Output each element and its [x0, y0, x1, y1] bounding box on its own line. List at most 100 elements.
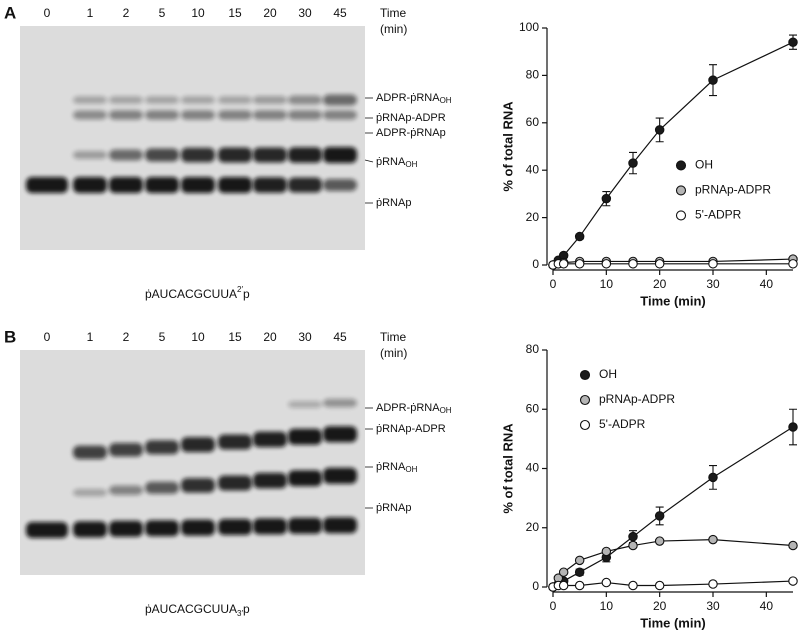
legend-marker — [579, 419, 591, 431]
gel-band — [323, 426, 357, 443]
gel-band — [288, 147, 322, 163]
series-line — [552, 263, 793, 266]
gel-band — [253, 96, 287, 104]
gel-band — [26, 522, 68, 538]
lane-label: 45 — [333, 6, 347, 20]
lane-label: 15 — [228, 6, 242, 20]
gel-band — [26, 177, 68, 193]
substrate-label: ṗAUCACGCUUA3′p — [145, 602, 250, 618]
substrate-sup: 2′ — [237, 285, 243, 294]
data-point — [574, 580, 585, 591]
data-point — [601, 259, 612, 269]
band-label-text: ADPR-ṗRNAp — [376, 127, 446, 139]
gel-band — [109, 520, 143, 537]
x-tick-label: 0 — [550, 277, 557, 291]
band-label-sub: OH — [440, 406, 452, 415]
gel-band — [181, 177, 215, 193]
data-point — [788, 259, 798, 269]
x-tick-label: 30 — [706, 599, 720, 613]
lane-label: 45 — [333, 330, 347, 344]
band-label-text: ṗRNAp — [376, 502, 411, 514]
gel-band — [73, 488, 107, 497]
band-label-text: ṗRNAp — [376, 197, 411, 209]
x-tick-label: 20 — [653, 277, 667, 291]
gel-band — [288, 110, 322, 120]
time-label: Time — [380, 6, 407, 20]
x-tick-label: 40 — [760, 599, 774, 613]
gel-band — [109, 110, 143, 120]
gel-band — [323, 398, 357, 408]
data-point — [788, 576, 798, 586]
gel-band — [109, 177, 143, 193]
band-label: ADPR-ṗRNAOH — [376, 402, 452, 415]
gel-band — [323, 94, 357, 106]
data-point — [708, 579, 718, 589]
gel-band — [181, 478, 215, 493]
series-line — [552, 41, 794, 266]
gel-band — [73, 96, 107, 104]
data-point — [558, 567, 569, 577]
band-label: ṗRNAOH — [376, 461, 418, 474]
data-point — [574, 259, 585, 269]
legend-label: OH — [695, 158, 713, 172]
gel-band — [145, 177, 179, 193]
lane-label: 30 — [298, 330, 312, 344]
gel-band — [253, 431, 287, 448]
data-point — [601, 546, 612, 557]
gel-image — [20, 26, 365, 250]
gel-band — [218, 147, 252, 163]
band-pointer — [364, 159, 374, 163]
gel-band — [253, 147, 287, 163]
x-tick-label: 30 — [706, 277, 720, 291]
x-tick-label: 20 — [653, 599, 667, 613]
gel-band — [109, 96, 143, 104]
gel-band — [73, 110, 107, 120]
gel-band — [73, 521, 107, 538]
band-label: ṗRNAp — [376, 197, 411, 209]
legend-marker — [675, 210, 687, 221]
legend-marker — [675, 160, 687, 171]
gel-band — [181, 110, 215, 120]
x-tick-label: 10 — [600, 277, 614, 291]
band-label-sub: OH — [405, 465, 417, 474]
y-tick-label: 20 — [526, 210, 540, 224]
substrate-text: ṗAUCACGCUUA — [145, 287, 237, 301]
band-label-text: ṗRNA — [376, 156, 406, 168]
band-label-sub: OH — [405, 160, 417, 169]
gel-band — [181, 96, 215, 104]
series-line — [552, 580, 794, 588]
band-label-text: ṗRNAp-ADPR — [376, 112, 446, 124]
gel-band — [288, 517, 322, 534]
band-label: ADPR-ṗRNAp — [376, 127, 446, 139]
data-point — [708, 472, 718, 483]
lane-label: 20 — [263, 6, 277, 20]
x-tick-label: 10 — [600, 599, 614, 613]
gel-band — [181, 437, 215, 453]
gel-band — [218, 96, 252, 104]
lane-label: 10 — [191, 330, 205, 344]
lane-label: 2 — [123, 330, 130, 344]
y-tick-label: 60 — [526, 401, 540, 415]
gel-band — [323, 179, 357, 191]
band-label-text: ADPR-ṗRNA — [376, 92, 440, 104]
y-tick-label: 80 — [526, 342, 540, 356]
data-point — [574, 231, 585, 242]
gel-band — [145, 96, 179, 104]
data-point — [628, 540, 638, 551]
gel-band — [218, 177, 252, 193]
y-axis-label: % of total RNA — [500, 423, 515, 514]
gel-band — [218, 475, 252, 491]
y-tick-label: 0 — [532, 257, 539, 271]
band-label-text: ṗRNA — [376, 461, 406, 473]
gel-band — [218, 110, 252, 120]
lane-label: 20 — [263, 330, 277, 344]
y-tick-label: 20 — [526, 520, 540, 534]
y-tick-label: 0 — [532, 579, 539, 593]
x-axis-label: Time (min) — [640, 293, 706, 308]
gel-band — [253, 110, 287, 120]
gel-band — [323, 147, 357, 163]
gel-band — [145, 520, 179, 537]
data-point — [788, 422, 798, 432]
legend-label: 5'-ADPR — [695, 208, 742, 222]
